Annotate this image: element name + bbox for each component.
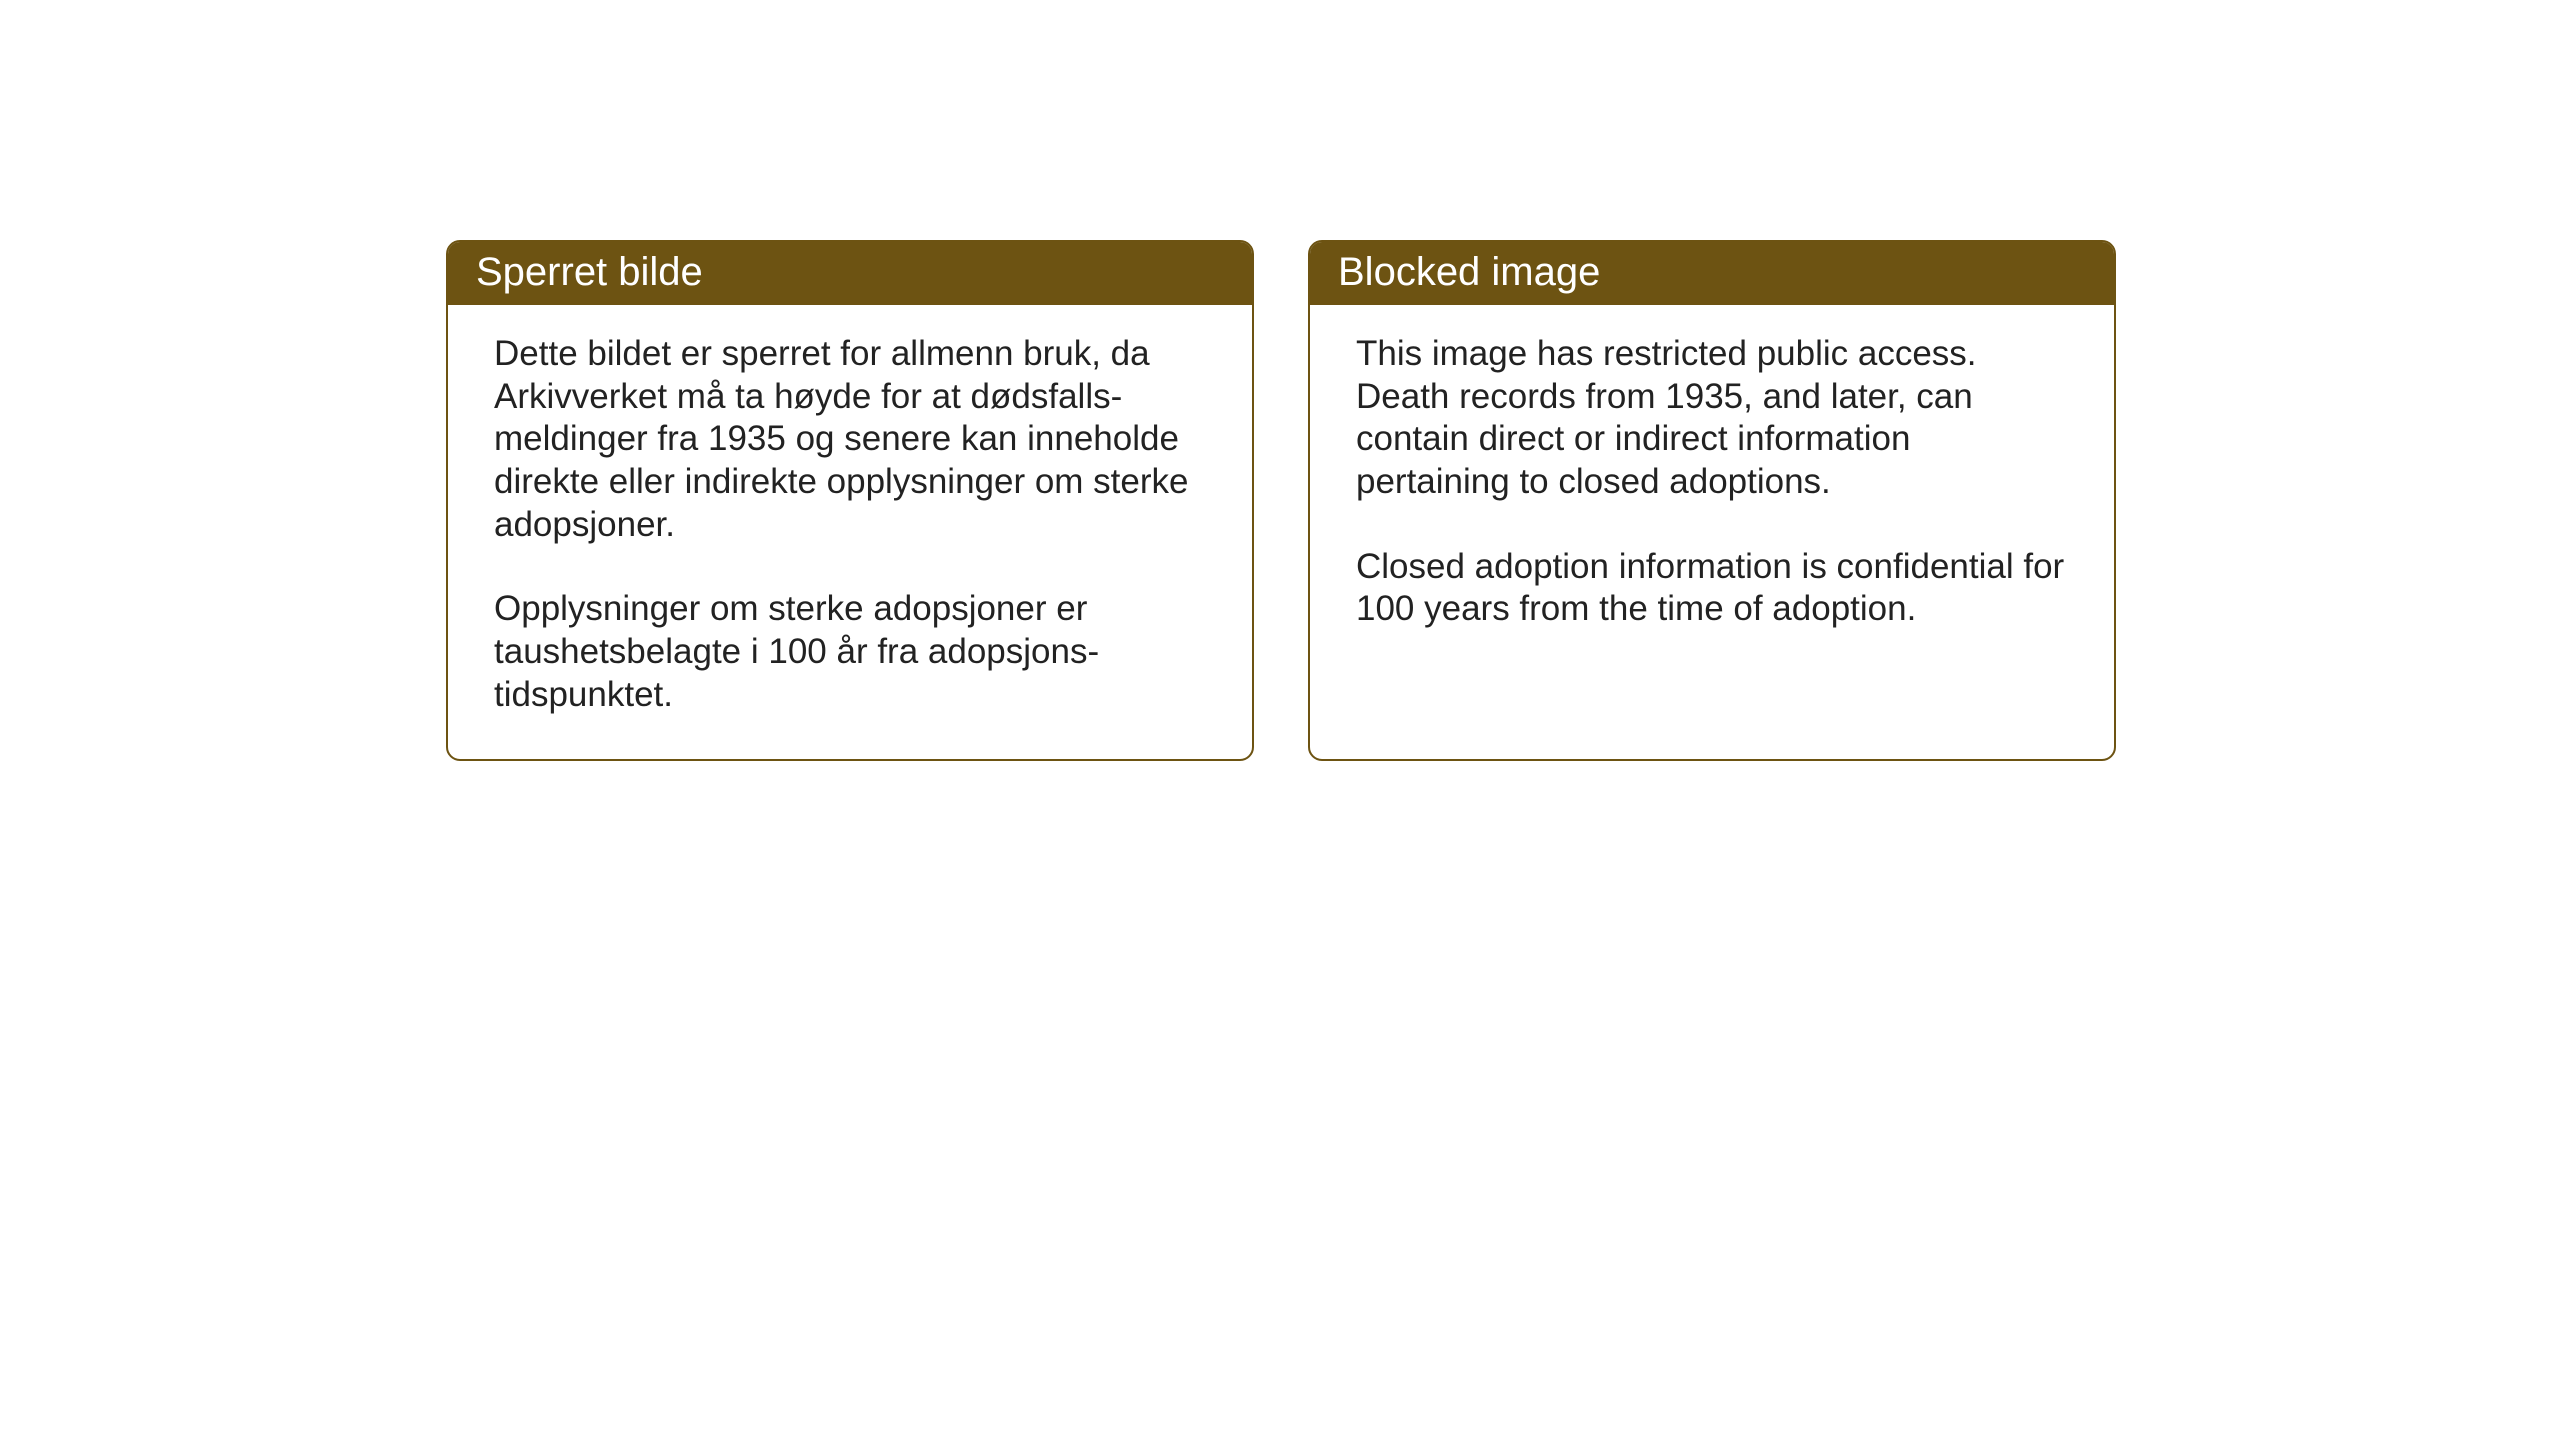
- notice-container: Sperret bilde Dette bildet er sperret fo…: [446, 240, 2116, 761]
- notice-body-norwegian: Dette bildet er sperret for allmenn bruk…: [448, 305, 1252, 759]
- notice-paragraph-1-english: This image has restricted public access.…: [1356, 333, 2068, 504]
- notice-paragraph-2-english: Closed adoption information is confident…: [1356, 546, 2068, 631]
- notice-card-norwegian: Sperret bilde Dette bildet er sperret fo…: [446, 240, 1254, 761]
- notice-paragraph-1-norwegian: Dette bildet er sperret for allmenn bruk…: [494, 333, 1206, 546]
- notice-title-norwegian: Sperret bilde: [448, 242, 1252, 305]
- notice-paragraph-2-norwegian: Opplysninger om sterke adopsjoner er tau…: [494, 588, 1206, 716]
- notice-title-english: Blocked image: [1310, 242, 2114, 305]
- notice-body-english: This image has restricted public access.…: [1310, 305, 2114, 735]
- notice-card-english: Blocked image This image has restricted …: [1308, 240, 2116, 761]
